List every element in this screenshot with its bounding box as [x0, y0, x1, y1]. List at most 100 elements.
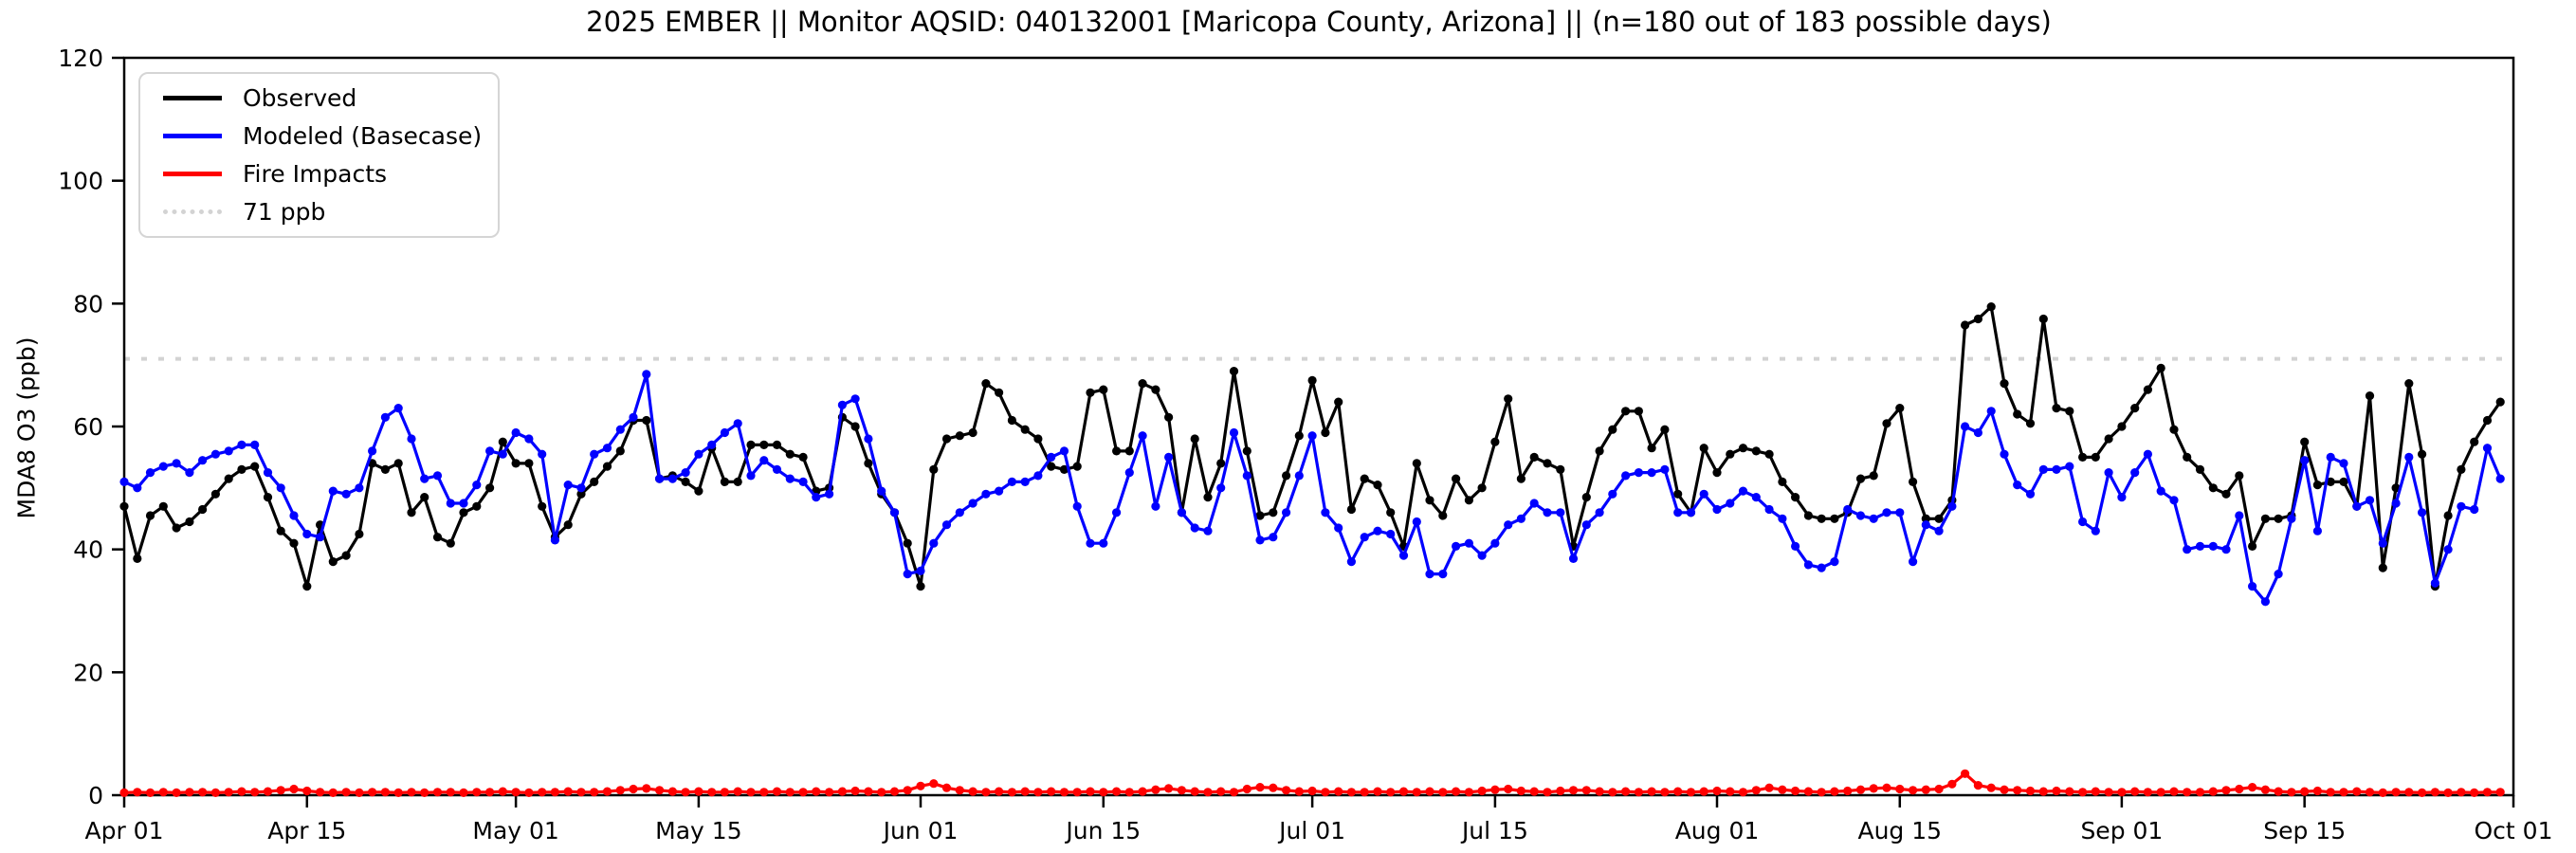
series-fire-impacts-point — [2025, 786, 2036, 796]
series-fire-impacts-point — [2195, 788, 2205, 797]
series-fire-impacts-point — [2091, 787, 2100, 796]
series-observed-point — [1556, 464, 1565, 474]
series-modeled-basecase-point — [1112, 508, 1122, 517]
x-tick-label: Apr 01 — [84, 817, 163, 844]
series-modeled-basecase-point — [2065, 462, 2074, 471]
series-modeled-basecase-point — [2365, 496, 2375, 505]
series-fire-impacts-point — [2339, 788, 2348, 797]
series-fire-impacts-point — [2013, 786, 2022, 795]
series-fire-impacts-point — [1072, 788, 1082, 797]
series-fire-impacts-point — [198, 788, 208, 797]
series-fire-impacts-point — [119, 788, 129, 798]
series-observed-point — [590, 477, 599, 486]
series-fire-impacts-point — [498, 787, 507, 796]
series-fire-impacts-point — [2065, 787, 2074, 796]
series-modeled-basecase-point — [733, 419, 742, 428]
series-fire-impacts-point — [328, 788, 338, 798]
series-modeled-basecase-point — [1647, 468, 1656, 478]
series-fire-impacts-point — [1738, 788, 1748, 797]
series-observed-point — [2130, 404, 2140, 413]
series-observed-point — [1895, 404, 1905, 413]
series-modeled-basecase-point — [1673, 508, 1683, 517]
series-observed-point — [1934, 514, 1944, 523]
series-modeled-basecase-point — [1764, 504, 1774, 515]
series-fire-impacts-point — [2418, 788, 2427, 798]
series-observed-point — [263, 493, 273, 502]
series-fire-impacts-point — [393, 788, 403, 798]
series-fire-impacts-point — [524, 788, 534, 798]
series-observed-point — [602, 462, 612, 471]
series-modeled-basecase-point — [1543, 508, 1552, 517]
series-observed-point — [2482, 415, 2493, 426]
series-fire-impacts-point — [459, 788, 468, 798]
legend-label-modeled: Modeled (Basecase) — [243, 122, 483, 151]
series-observed-point — [864, 459, 873, 468]
series-modeled-basecase-point — [1778, 514, 1787, 523]
series-observed-point — [995, 388, 1004, 397]
series-modeled-basecase-point — [615, 425, 625, 434]
series-fire-impacts-point — [2248, 783, 2257, 792]
series-fire-impacts-point — [1973, 781, 1982, 790]
series-fire-impacts-point — [1909, 786, 1918, 795]
series-fire-impacts-point — [224, 788, 233, 797]
series-modeled-basecase-point — [812, 493, 821, 502]
series-modeled-basecase-point — [1398, 551, 1409, 560]
series-fire-impacts-point — [772, 787, 782, 796]
series-modeled-basecase-point — [2117, 493, 2127, 502]
series-fire-impacts-point — [681, 788, 690, 797]
series-fire-impacts-point — [250, 788, 260, 797]
series-modeled-basecase-point — [681, 468, 690, 478]
series-modeled-basecase-point — [1686, 508, 1696, 517]
series-observed-point — [119, 501, 129, 511]
series-fire-impacts-point — [916, 781, 925, 790]
series-fire-impacts-point — [1855, 785, 1866, 794]
series-fire-impacts-point — [798, 788, 808, 797]
y-tick-label: 120 — [58, 45, 103, 72]
series-fire-impacts-point — [1086, 787, 1095, 796]
series-modeled-basecase-point — [889, 508, 900, 517]
series-modeled-basecase-point — [916, 566, 925, 576]
series-fire-impacts-point — [210, 788, 220, 798]
series-observed-point — [237, 464, 247, 474]
series-modeled-basecase-point — [1961, 422, 1970, 431]
series-modeled-basecase-point — [1282, 508, 1291, 517]
series-modeled-basecase-point — [2013, 481, 2022, 490]
series-observed-point — [1660, 425, 1670, 434]
series-fire-impacts-point — [1595, 787, 1604, 796]
series-modeled-basecase-point — [2300, 456, 2310, 465]
series-observed-point — [1216, 459, 1226, 468]
series-modeled-basecase-point — [929, 538, 939, 548]
series-fire-impacts-point — [1634, 788, 1643, 797]
series-observed-point — [1346, 504, 1356, 515]
x-tick-label: Aug 15 — [1857, 817, 1942, 844]
series-observed-point — [1242, 446, 1251, 456]
series-modeled-basecase-point — [2391, 499, 2401, 508]
series-observed-point — [772, 440, 782, 449]
series-observed-point — [1307, 375, 1317, 385]
series-modeled-basecase-point — [2404, 452, 2414, 462]
series-modeled-basecase-point — [1321, 508, 1330, 517]
series-fire-impacts-point — [694, 787, 703, 796]
series-observed-point — [968, 427, 977, 438]
series-observed-point — [2078, 452, 2088, 462]
series-modeled-basecase-point — [1595, 508, 1604, 517]
series-observed-point — [393, 459, 403, 468]
series-observed-point — [1764, 449, 1774, 459]
series-fire-impacts-point — [1164, 784, 1174, 793]
series-modeled-basecase-point — [1882, 508, 1891, 517]
series-observed-point — [1751, 446, 1761, 456]
series-fire-impacts-point — [759, 788, 769, 797]
series-fire-impacts-point — [1986, 783, 1996, 792]
series-observed-point — [2274, 514, 2283, 523]
series-modeled-basecase-point — [864, 434, 873, 444]
series-fire-impacts-point — [302, 786, 312, 796]
series-modeled-basecase-point — [2091, 526, 2100, 535]
x-tick-label: Jun 15 — [1064, 817, 1141, 844]
series-observed-point — [1047, 462, 1056, 471]
series-fire-impacts-point — [472, 788, 482, 797]
series-observed-point — [210, 489, 220, 499]
series-observed-point — [1099, 385, 1108, 394]
series-modeled-basecase-point — [1490, 538, 1500, 548]
series-modeled-basecase-point — [2078, 517, 2088, 527]
series-fire-impacts-point — [2156, 788, 2165, 797]
